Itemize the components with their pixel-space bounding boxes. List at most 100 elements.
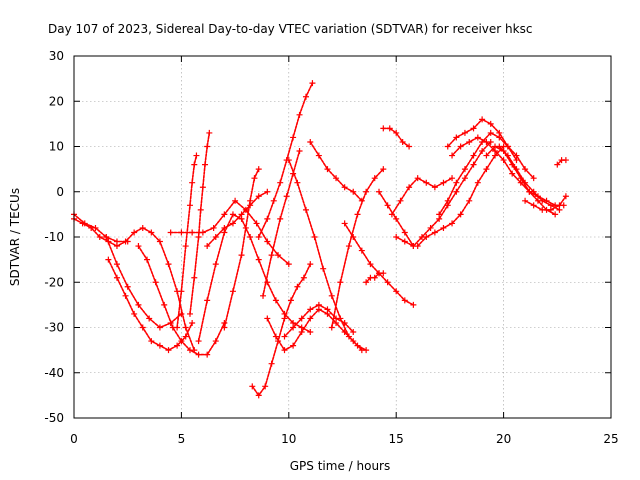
data-point [386,125,393,132]
y-tick-label: -20 [44,275,64,289]
data-point [182,243,189,250]
data-point [139,324,146,331]
data-point [487,129,494,136]
data-point [496,134,503,141]
data-point [509,170,516,177]
data-point [178,310,185,317]
data-point [249,383,256,390]
data-point [406,184,413,191]
data-point [264,215,271,222]
data-point [113,243,120,250]
data-point [105,256,112,263]
series-trace [266,308,363,351]
y-tick-label: 20 [49,94,64,108]
data-point [221,324,228,331]
y-tick-label: -10 [44,230,64,244]
y-tick-label: -30 [44,321,64,335]
data-point [229,211,236,218]
chart-title: Day 107 of 2023, Sidereal Day-to-day VTE… [48,22,532,36]
data-point [255,193,262,200]
series-trace [524,195,567,211]
data-point [307,306,314,313]
y-axis-label: SDTVAR / TECUs [8,188,22,286]
data-point [345,333,352,340]
series-trace [343,222,415,306]
data-point [315,301,322,308]
data-point [174,342,181,349]
data-point [264,315,271,322]
data-point [376,188,383,195]
data-point [341,220,348,227]
y-tick-label: -50 [44,411,64,425]
data-series-1 [71,211,131,245]
data-point [466,197,473,204]
data-point [358,247,365,254]
data-series-6 [174,152,200,331]
data-point [135,301,142,308]
data-point [135,243,142,250]
data-point [401,238,408,245]
data-point [300,274,307,281]
data-point [307,329,314,336]
data-point [113,274,120,281]
data-point [277,215,284,222]
data-point [457,211,464,218]
data-series-26 [414,143,507,250]
data-point [131,229,138,236]
data-point [264,279,271,286]
data-point [290,342,297,349]
data-series-7 [186,129,213,317]
data-point [210,224,217,231]
x-tick-label: 20 [496,432,511,446]
data-point [487,120,494,127]
data-point [268,252,275,259]
data-point [504,143,511,150]
data-point [556,202,563,209]
data-point [88,224,95,231]
data-point [341,184,348,191]
data-point [328,292,335,299]
data-point [457,143,464,150]
data-point [320,265,327,272]
series-trace [197,213,312,342]
data-point [202,161,209,168]
data-point [270,197,277,204]
data-point [281,315,288,322]
data-point [513,152,520,159]
data-point [275,252,282,259]
data-point [182,333,189,340]
data-point [474,134,481,141]
data-point [122,292,129,299]
data-point [156,342,163,349]
data-point [242,224,249,231]
data-point [522,197,529,204]
data-point [232,197,239,204]
data-point [262,383,269,390]
data-point [229,220,236,227]
data-point [298,329,305,336]
x-tick-label: 15 [389,432,404,446]
data-series-2 [71,215,198,354]
data-point [363,347,370,354]
data-series-13 [260,148,303,299]
data-point [255,166,262,173]
data-point [371,274,378,281]
data-point [474,179,481,186]
data-point [156,238,163,245]
data-point [182,324,189,331]
data-point [189,229,196,236]
data-point [186,347,193,354]
data-point [255,234,262,240]
data-series-24 [388,175,456,218]
data-point [146,315,153,322]
data-point [290,324,297,331]
data-point [221,224,228,231]
data-point [496,143,503,150]
data-point [522,166,529,173]
data-point [423,179,430,186]
data-point [186,310,193,317]
data-point [350,329,357,336]
data-point [354,342,361,349]
data-point [178,338,185,345]
